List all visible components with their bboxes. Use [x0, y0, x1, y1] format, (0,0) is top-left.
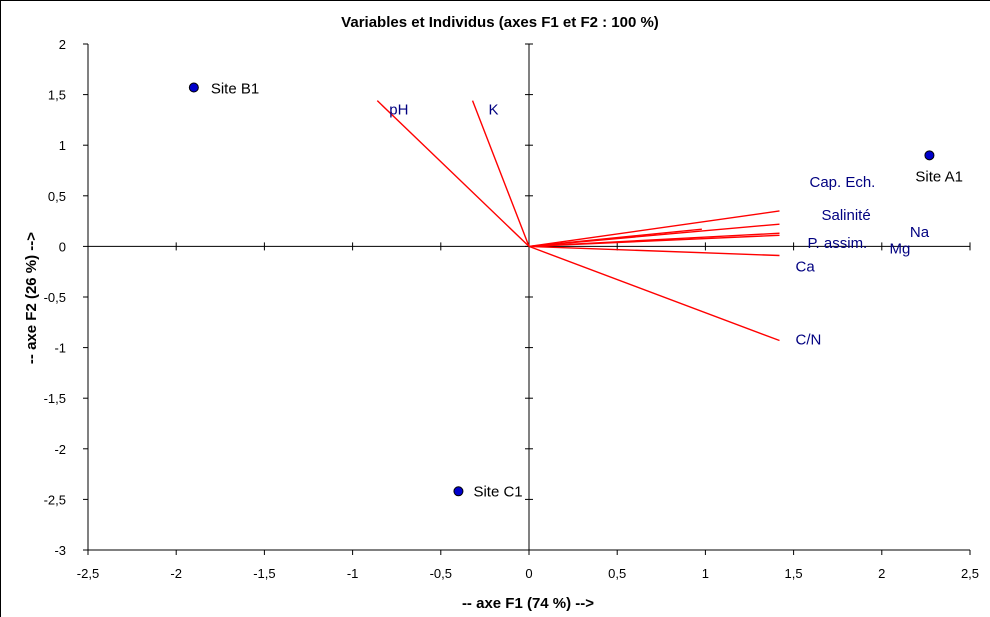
x-tick-label: -0,5	[430, 566, 452, 581]
y-tick-label: -3	[54, 543, 66, 558]
chart-title: Variables et Individus (axes F1 et F2 : …	[341, 14, 659, 31]
variable-vector	[528, 234, 780, 248]
x-tick-label: 1	[702, 566, 709, 581]
variable-label: pH	[389, 102, 408, 119]
individual-label: Site B1	[211, 81, 259, 98]
individual-point	[924, 150, 935, 161]
y-tick-label: 1,5	[48, 88, 66, 103]
x-tick-label: -1,5	[253, 566, 275, 581]
x-tick-label: 2	[878, 566, 885, 581]
y-tick-label: -1,5	[44, 391, 66, 406]
x-tick-label: 0	[525, 566, 532, 581]
x-tick-label: 1,5	[785, 566, 803, 581]
variable-vector	[528, 210, 780, 248]
variable-label: Mg	[889, 240, 910, 257]
x-tick-label: 2,5	[961, 566, 979, 581]
y-tick-label: -0,5	[44, 290, 66, 305]
x-tick-label: -1	[347, 566, 359, 581]
plot-area: -2,5 -2 -1,5 -1 -0,5 0 0,5 1 1,5 2 2,5 2 1,5 1 0,5 0 -0,…	[44, 37, 979, 581]
individual-point	[453, 486, 464, 497]
variable-vector	[528, 228, 702, 248]
y-tick-label: 2	[59, 37, 66, 52]
variable-label: Salinité	[821, 207, 870, 224]
x-axis-title: -- axe F1 (74 %) -->	[462, 595, 594, 612]
y-tick-label: 0	[59, 239, 66, 254]
y-axis-title: -- axe F2 (26 %) -->	[23, 232, 40, 364]
x-tick-label: 0,5	[608, 566, 626, 581]
variable-vector	[528, 245, 780, 257]
variable-vector	[528, 245, 780, 342]
y-tick-label: -2,5	[44, 492, 66, 507]
variable-label: K	[489, 102, 499, 119]
variable-label: C/N	[795, 332, 821, 349]
y-tick-label: -1	[54, 341, 66, 356]
x-tick-label: -2,5	[77, 566, 99, 581]
variable-vector	[376, 100, 530, 247]
y-tick-label: 1	[59, 138, 66, 153]
variable-vector	[471, 100, 530, 247]
individual-point	[188, 82, 199, 93]
individual-label: Site C1	[473, 483, 522, 500]
y-tick-label: 0,5	[48, 189, 66, 204]
y-tick-label: -2	[54, 442, 66, 457]
variable-label: Cap. Ech.	[809, 174, 875, 191]
variable-label: Ca	[795, 259, 815, 276]
variable-label: P. assim.	[807, 235, 867, 252]
variable-label: Na	[910, 224, 930, 241]
individual-label: Site A1	[915, 168, 963, 185]
x-tick-label: -2	[170, 566, 182, 581]
